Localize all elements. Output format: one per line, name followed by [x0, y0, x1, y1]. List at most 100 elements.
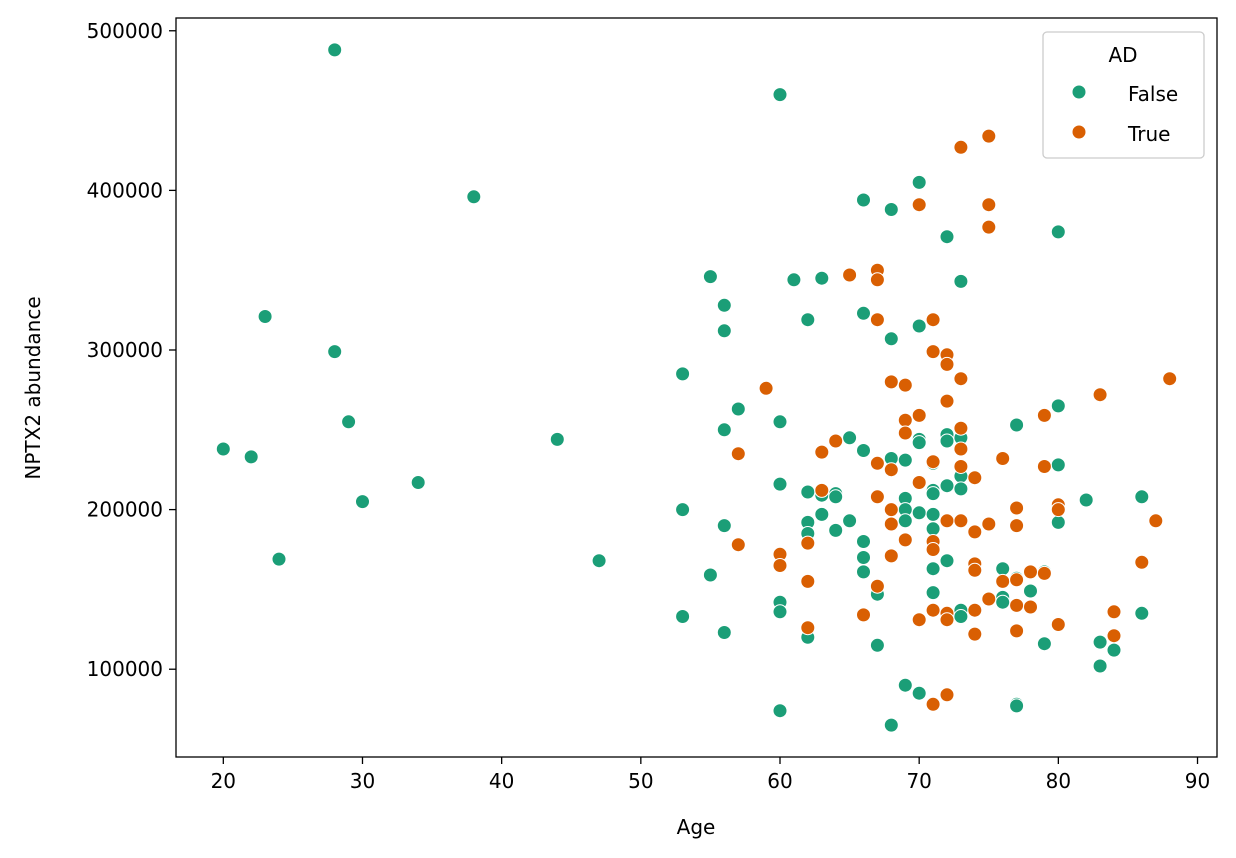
point-true-48: [953, 420, 969, 436]
point-true-28: [911, 197, 927, 213]
y-tick-label-300000: 300000: [87, 338, 163, 362]
point-true-52: [967, 470, 983, 486]
point-false-44: [856, 305, 871, 321]
point-false-86: [995, 594, 1011, 610]
point-true-36: [925, 542, 941, 557]
point-true-31: [911, 612, 927, 628]
point-false-13: [675, 502, 691, 518]
point-true-58: [981, 128, 997, 144]
point-true-24: [897, 377, 913, 393]
point-false-4: [327, 42, 343, 58]
point-true-20: [883, 462, 899, 478]
point-true-6: [800, 573, 816, 589]
point-false-51: [883, 202, 899, 217]
point-false-71: [925, 561, 941, 577]
point-true-9: [814, 482, 830, 498]
point-false-6: [341, 414, 357, 430]
point-true-16: [869, 455, 885, 471]
point-false-43: [856, 192, 871, 208]
point-true-18: [869, 578, 885, 594]
point-true-72: [1036, 407, 1052, 423]
point-false-47: [856, 550, 871, 565]
point-false-16: [702, 567, 718, 583]
point-true-53: [967, 524, 983, 540]
point-true-45: [939, 687, 955, 703]
point-false-41: [842, 430, 858, 446]
point-true-66: [1009, 518, 1025, 534]
point-false-55: [897, 452, 913, 468]
point-true-37: [925, 602, 941, 618]
point-false-30: [800, 312, 816, 328]
point-true-19: [883, 374, 899, 390]
point-false-63: [911, 435, 927, 451]
point-false-52: [883, 331, 899, 347]
point-false-61: [911, 318, 927, 334]
point-true-10: [828, 433, 844, 449]
point-false-59: [897, 677, 913, 693]
point-false-54: [883, 717, 899, 733]
point-true-46: [953, 139, 969, 155]
point-false-75: [939, 433, 955, 449]
point-true-83: [1162, 371, 1178, 387]
x-tick-label-40: 40: [489, 769, 514, 793]
point-false-23: [772, 87, 788, 103]
point-false-18: [716, 323, 732, 339]
point-true-34: [925, 454, 941, 470]
point-true-68: [1009, 597, 1025, 613]
point-false-98: [1078, 492, 1094, 508]
point-true-42: [939, 513, 955, 529]
point-false-95: [1050, 398, 1066, 414]
point-false-11: [591, 553, 607, 569]
point-false-7: [355, 494, 370, 510]
x-tick-label-30: 30: [350, 769, 375, 793]
point-true-62: [981, 591, 997, 607]
point-false-65: [911, 685, 927, 701]
point-false-1: [243, 449, 259, 465]
point-false-69: [925, 506, 941, 522]
point-true-15: [869, 312, 885, 328]
point-true-44: [939, 612, 955, 628]
point-false-14: [675, 609, 691, 624]
legend-title: AD: [1108, 43, 1137, 67]
point-true-25: [897, 412, 913, 428]
x-tick-label-80: 80: [1046, 769, 1071, 793]
point-true-12: [856, 607, 871, 623]
point-false-81: [953, 481, 969, 497]
point-false-99: [1092, 634, 1108, 650]
point-false-46: [856, 534, 871, 549]
point-true-76: [1050, 502, 1066, 518]
point-true-56: [967, 602, 983, 618]
point-false-45: [856, 443, 871, 458]
point-true-22: [883, 516, 899, 532]
point-true-33: [925, 344, 941, 360]
point-true-79: [1106, 604, 1122, 620]
point-false-8: [410, 475, 426, 490]
point-false-0: [215, 441, 231, 457]
point-true-50: [953, 459, 969, 474]
point-false-97: [1050, 514, 1066, 530]
x-axis-label: Age: [677, 815, 716, 839]
point-false-9: [466, 189, 482, 205]
point-false-73: [939, 229, 955, 245]
point-false-37: [814, 506, 830, 522]
point-false-68: [925, 486, 941, 502]
y-tick-label-400000: 400000: [87, 178, 163, 202]
point-false-40: [828, 522, 844, 538]
point-false-28: [772, 703, 788, 719]
point-false-87: [1009, 417, 1025, 433]
point-false-77: [939, 553, 955, 569]
point-true-55: [967, 562, 983, 578]
point-true-8: [814, 444, 830, 460]
point-false-24: [772, 414, 788, 430]
point-true-61: [981, 516, 997, 532]
y-axis-label: NPTX2 abundance: [21, 296, 45, 479]
point-false-94: [1050, 224, 1066, 240]
point-true-2: [758, 380, 774, 396]
point-false-10: [549, 431, 565, 447]
point-true-74: [1036, 565, 1052, 581]
point-false-35: [814, 270, 830, 286]
point-true-21: [883, 502, 899, 518]
point-true-40: [939, 356, 955, 372]
point-true-69: [1009, 623, 1025, 639]
